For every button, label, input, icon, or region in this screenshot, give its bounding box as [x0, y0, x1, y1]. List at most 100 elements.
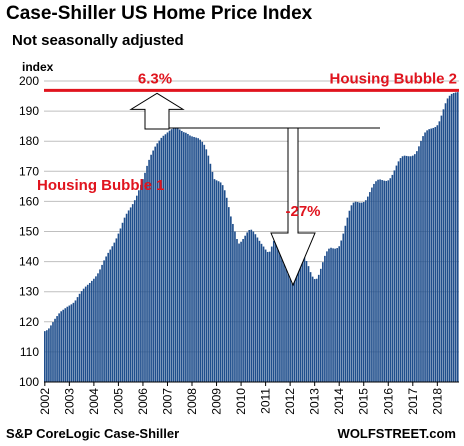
bar: [317, 274, 320, 382]
bar: [430, 128, 433, 382]
bar: [172, 128, 175, 382]
rise-label: 6.3%: [138, 70, 172, 87]
bar: [74, 300, 77, 382]
bar: [138, 190, 140, 382]
bar: [107, 252, 110, 382]
bar: [54, 318, 56, 382]
bar: [405, 155, 408, 382]
bar: [283, 248, 285, 382]
bar: [135, 195, 138, 382]
bar: [221, 185, 224, 382]
bar: [142, 179, 144, 382]
bar: [334, 248, 336, 382]
x-tick-labels: 2002 2003 2004 2005 2006 2007 2008 2009 2010 2011…: [38, 382, 444, 415]
bar: [328, 248, 330, 382]
bar: [207, 155, 210, 382]
y-axis-label: index: [22, 60, 54, 74]
bar: [125, 213, 128, 382]
bar: [416, 151, 418, 382]
bar: [272, 240, 275, 382]
bar: [438, 121, 441, 383]
bar: [219, 182, 222, 382]
bar: [144, 172, 146, 382]
bar: [426, 130, 428, 382]
bar: [311, 276, 314, 382]
bar: [213, 179, 216, 382]
x-tick-label: 2018: [430, 388, 444, 415]
bar: [174, 127, 177, 383]
bar: [111, 246, 114, 382]
bar: [293, 262, 296, 382]
bar: [86, 284, 89, 382]
drop-label: -27%: [285, 203, 320, 220]
annotations: Housing Bubble 2 6.3% Housing Bubble 1 -27%: [37, 70, 459, 287]
bar: [236, 239, 238, 382]
source-label: S&P CoreLogic Case-Shiller: [6, 426, 180, 441]
bar: [338, 246, 341, 382]
bar: [230, 216, 232, 382]
x-tick-label: 2012: [283, 388, 297, 415]
bar: [168, 130, 171, 382]
bar: [140, 184, 142, 382]
bar: [133, 200, 136, 382]
bar: [103, 260, 105, 382]
bar: [70, 304, 73, 382]
x-tick-label: 2017: [406, 388, 420, 415]
bar: [254, 234, 257, 382]
bar: [420, 140, 422, 382]
bar: [454, 92, 457, 383]
bar: [434, 127, 437, 382]
bar: [193, 136, 195, 382]
bar: [418, 146, 420, 382]
bar: [203, 144, 206, 382]
bar: [285, 254, 287, 382]
bar: [332, 248, 334, 382]
bar: [115, 238, 118, 382]
x-tick-label: 2016: [381, 388, 395, 415]
chart-title: Case-Shiller US Home Price Index: [6, 3, 313, 24]
bar: [389, 178, 392, 382]
bar: [105, 256, 107, 382]
bar: [176, 128, 179, 382]
bar: [440, 115, 443, 383]
bar: [442, 109, 445, 382]
y-tick-label: 170: [19, 164, 39, 178]
bar: [452, 93, 455, 382]
credit-label: WOLFSTREET.com: [337, 426, 456, 441]
x-tick-label: 2015: [357, 388, 371, 415]
x-tick-label: 2004: [87, 388, 101, 415]
bar: [246, 232, 249, 382]
bar: [84, 286, 87, 382]
bar: [262, 246, 265, 382]
bar: [397, 161, 400, 382]
bar: [80, 291, 83, 382]
bar: [154, 146, 157, 382]
y-tick-label: 100: [19, 375, 39, 389]
y-tick-label: 180: [19, 134, 39, 148]
bar: [409, 156, 412, 382]
bar: [446, 98, 449, 382]
bar: [309, 272, 312, 382]
bar: [199, 139, 202, 382]
bar: [150, 154, 152, 382]
y-tick-label: 150: [19, 225, 39, 239]
bar: [252, 231, 255, 382]
x-tick-label: 2003: [62, 388, 76, 415]
bar: [279, 240, 281, 382]
bar: [99, 269, 101, 382]
bar: [191, 136, 193, 382]
bar: [56, 316, 58, 382]
bar: [183, 132, 185, 382]
bar: [195, 137, 197, 382]
bar: [97, 273, 99, 382]
up-arrow: [129, 92, 185, 130]
bar: [369, 192, 371, 382]
bar: [358, 202, 361, 382]
bar: [164, 134, 167, 382]
bar: [315, 278, 318, 382]
bar: [281, 244, 283, 382]
x-tick-label: 2013: [308, 388, 322, 415]
bar: [170, 129, 173, 382]
x-tick-label: 2006: [136, 388, 150, 415]
bar: [287, 259, 289, 382]
